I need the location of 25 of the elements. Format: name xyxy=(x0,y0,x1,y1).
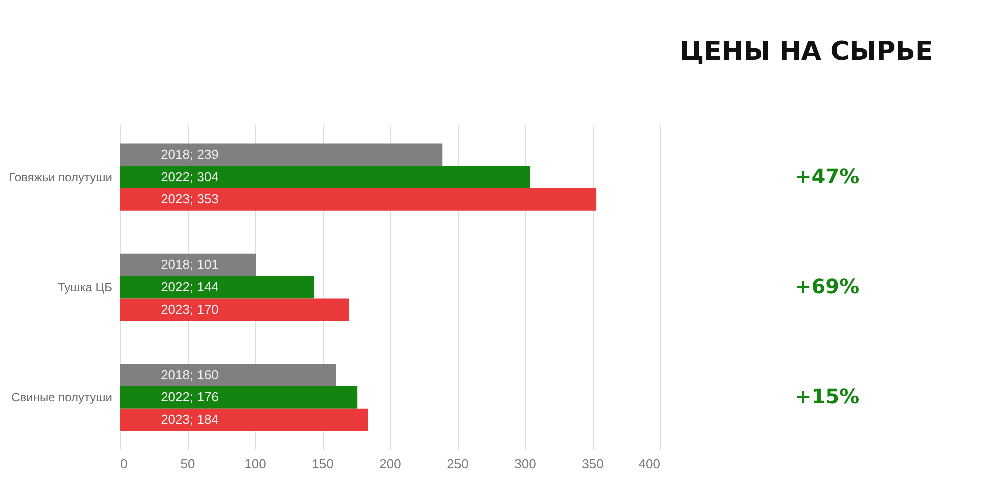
text: +47% xyxy=(795,164,860,188)
x-tick-label: 300 xyxy=(514,456,536,472)
data-label: 2018; 239 xyxy=(161,146,219,162)
x-tick-label: 400 xyxy=(638,456,660,472)
x-tick-label: 50 xyxy=(180,456,196,472)
data-label: 2018; 160 xyxy=(161,367,219,382)
data-label: 2023; 170 xyxy=(161,302,219,317)
x-tick-label: 250 xyxy=(447,456,469,472)
x-tick-label: 100 xyxy=(244,456,266,472)
data-label: 2023; 184 xyxy=(161,412,219,428)
data-label: 2018; 101 xyxy=(161,257,219,272)
x-tick-label: 200 xyxy=(380,456,402,472)
y-tick-label: Тушка ЦБ xyxy=(58,280,113,294)
data-label: 2022; 176 xyxy=(161,390,219,405)
text: +15% xyxy=(795,384,860,409)
x-tick-label: 350 xyxy=(582,456,604,472)
data-label: 2023; 353 xyxy=(161,192,219,207)
y-tick-label: Говяжьи полутуши xyxy=(9,170,112,184)
data-label: 2022; 304 xyxy=(161,169,219,184)
x-tick-label: 150 xyxy=(312,456,334,472)
x-tick-label: 0 xyxy=(120,456,128,472)
text: ЦЕНЫ НА СЫРЬЕ xyxy=(680,37,934,67)
text: +69% xyxy=(795,274,860,298)
y-tick-label: Свиные полутуши xyxy=(12,390,112,405)
data-label: 2022; 144 xyxy=(161,280,219,294)
